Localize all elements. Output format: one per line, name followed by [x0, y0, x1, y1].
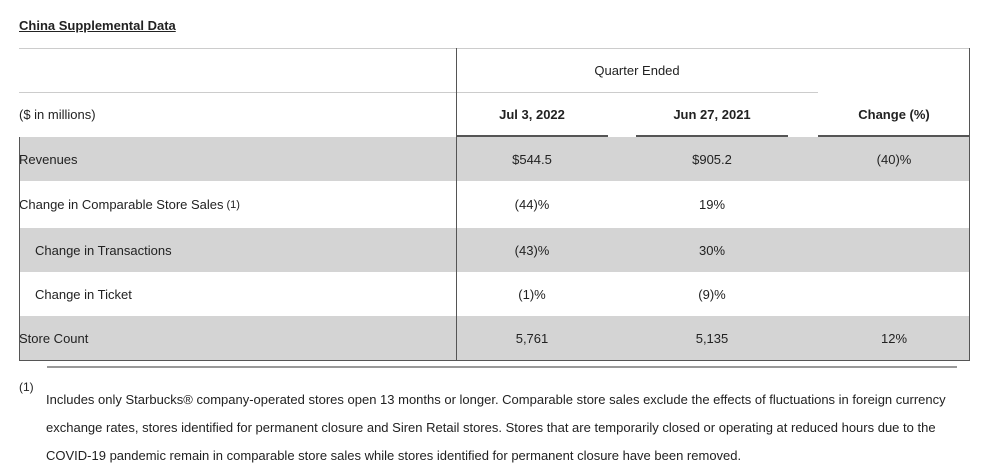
row-value-jun-2021: (9)% — [698, 286, 726, 302]
row-label: Store Count — [19, 330, 89, 346]
group-header-row: Quarter Ended — [19, 49, 970, 92]
table-row: Store Count 5,761 5,135 12% — [19, 316, 970, 360]
column-header-jul-2022: Jul 3, 2022 — [499, 107, 565, 122]
row-value-jul-2022: $544.5 — [512, 151, 552, 167]
row-value-jul-2022: (44)% — [514, 197, 550, 212]
col2-header-underline — [636, 135, 788, 137]
row-label-text: Change in Comparable Store Sales — [19, 197, 224, 212]
footnote-text: Includes only Starbucks® company-operate… — [46, 392, 946, 463]
row-value-jun-2021: 19% — [698, 197, 726, 212]
row-value-jul-2022: 5,761 — [515, 330, 549, 346]
column-header-label: ($ in millions) — [19, 107, 96, 122]
row-value-jun-2021: $905.2 — [692, 151, 732, 167]
footnote-reference: (1) — [226, 198, 240, 211]
table-top-border — [19, 48, 970, 49]
table-row: Change in Transactions (43)% 30% — [19, 228, 970, 272]
row-label: Change in Transactions — [35, 242, 172, 258]
row-label: Change in Ticket — [35, 286, 132, 302]
quarter-group-left-border — [456, 48, 457, 361]
row-value-jun-2021: 5,135 — [695, 330, 729, 346]
col1-header-underline — [456, 135, 608, 137]
row-value-change — [818, 272, 970, 316]
group-header-divider — [19, 92, 818, 93]
table-left-border — [19, 137, 20, 361]
column-header-row: ($ in millions) Jul 3, 2022 Jun 27, 2021… — [19, 93, 970, 136]
footnote-marker: (1) — [19, 380, 34, 394]
column-header-change: Change (%) — [858, 107, 930, 122]
table-right-border — [969, 48, 970, 361]
row-label: Revenues — [19, 151, 78, 167]
column-header-jun-2021: Jun 27, 2021 — [673, 107, 751, 122]
row-value-change — [818, 228, 970, 272]
row-value-jul-2022: (43)% — [514, 242, 550, 258]
row-value-change — [818, 181, 970, 228]
table-row: Change in Comparable Store Sales (1) (44… — [19, 181, 970, 228]
row-label: Change in Comparable Store Sales (1) — [19, 181, 456, 228]
row-value-jul-2022: (1)% — [518, 286, 546, 302]
group-header-quarter-ended: Quarter Ended — [594, 63, 680, 78]
table-row: Change in Ticket (1)% (9)% — [19, 272, 970, 316]
page-title: China Supplemental Data — [19, 18, 176, 33]
table-row: Revenues $544.5 $905.2 (40)% — [19, 137, 970, 181]
row-value-jun-2021: 30% — [698, 242, 726, 258]
table-bottom-border — [19, 360, 970, 361]
supplemental-data-table: Quarter Ended ($ in millions) Jul 3, 202… — [19, 48, 970, 361]
row-value-change: (40)% — [876, 151, 912, 167]
row-value-change: 12% — [880, 330, 908, 346]
col3-header-underline — [818, 135, 970, 137]
footnote-separator — [47, 366, 957, 368]
